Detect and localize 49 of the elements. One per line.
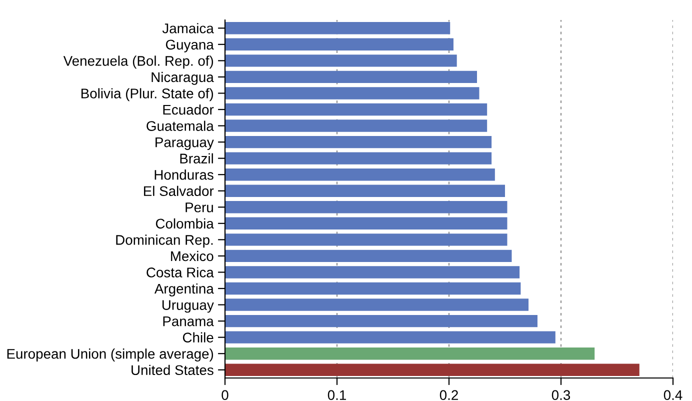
bar [225,70,477,84]
bar [225,120,488,132]
y-tick-label: Peru [186,202,213,212]
x-tick-label: 0 [222,390,228,400]
y-tick-label: Colombia [156,218,214,229]
bar [225,364,640,376]
y-tick-label: Dominican Rep. [116,234,213,248]
bar [225,217,508,230]
y-tick-label: Nicaragua [152,72,214,85]
bar [225,87,480,100]
y-tick-label: Chile [182,332,214,342]
y-tick-label: Costa Rica [146,267,214,278]
bar [225,347,595,360]
y-tick-label: Uruguay [162,300,214,313]
x-tick-label: 0.1 [328,390,346,400]
y-tick-label: Honduras [154,170,214,180]
bar [225,201,508,214]
y-tick-label: El Salvador [144,186,214,196]
bar [225,184,505,197]
bar [225,250,512,262]
y-tick-label: Jamaica [162,23,214,34]
bar [225,152,492,164]
x-tick-label: 0.3 [552,390,570,400]
y-tick-label: Brazil [180,153,213,164]
y-tick-label: Panama [163,316,214,326]
x-tick-label: 0.2 [440,390,458,400]
bar [225,298,529,311]
y-tick-label: Venezuela (Bol. Rep. of) [63,56,214,69]
bar [225,38,454,51]
bar [225,22,450,34]
y-tick-label: Mexico [171,250,214,262]
bar [225,282,521,295]
bar [225,234,508,246]
y-tick-label: Guatemala [146,120,214,131]
bar [225,314,538,328]
y-tick-label: European Union (simple average) [7,348,214,362]
y-tick-label: Bolivia (Plur. State of) [81,88,214,102]
bar [225,103,488,116]
y-tick-label: Ecuador [163,104,214,115]
bar [225,168,495,181]
y-tick-label: Paraguay [156,138,214,150]
y-tick-label: United States [132,364,214,376]
bar [225,136,492,148]
bar [225,54,457,67]
y-tick-label: Argentina [154,283,214,296]
y-tick-label: Guyana [166,40,214,52]
bar [225,266,520,278]
bar [225,331,556,344]
x-tick-label: 0.4 [664,390,682,400]
